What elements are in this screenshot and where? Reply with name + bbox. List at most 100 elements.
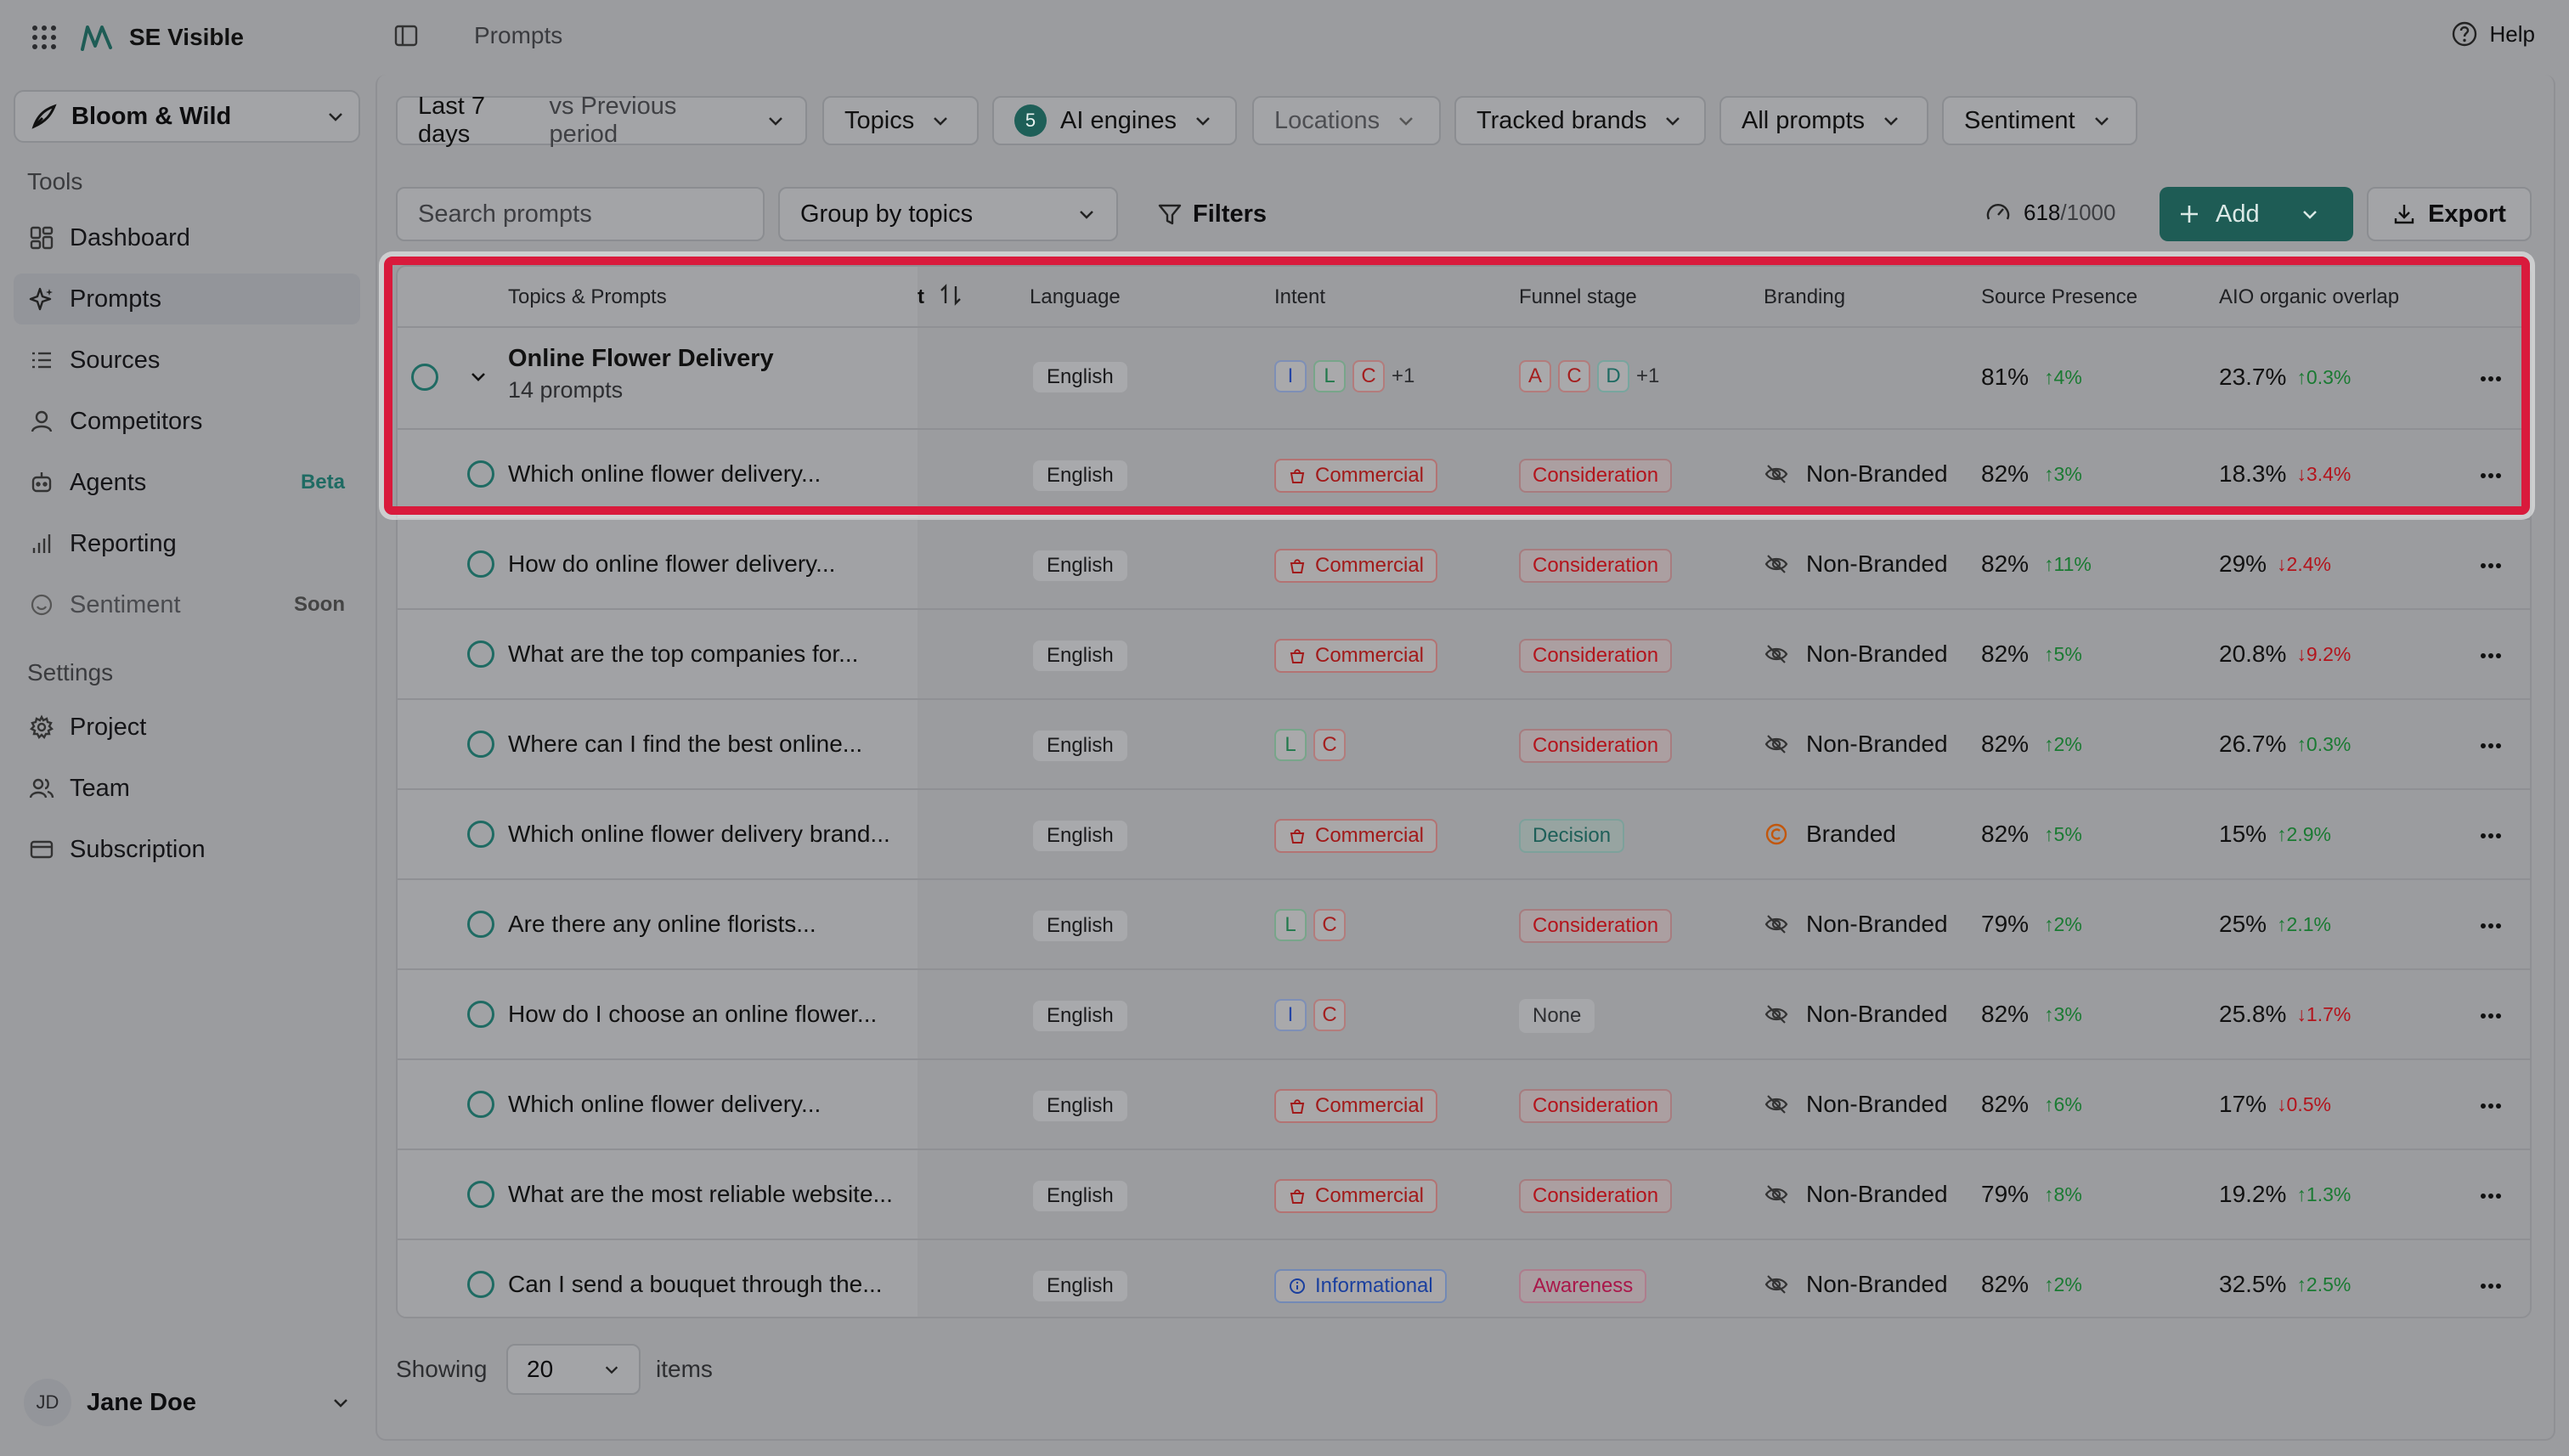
more-icon[interactable] [2474,1179,2508,1213]
export-button[interactable]: Export [2367,187,2532,241]
prompt-text[interactable]: How do online flower delivery... [508,550,836,577]
all-prompts-filter[interactable]: All prompts [1719,96,1928,145]
more-icon[interactable] [2474,819,2508,853]
chevron-down-icon[interactable] [2301,205,2319,223]
row-checkbox[interactable] [467,911,494,938]
prompt-text[interactable]: Which online flower delivery... [508,460,822,487]
row-checkbox[interactable] [467,1091,494,1118]
table-row[interactable]: What are the top companies for... Englis… [398,608,2530,698]
prompt-text[interactable]: What are the top companies for... [508,641,859,667]
source-delta-up: ↑5% [2044,822,2082,845]
download-icon [2392,202,2416,226]
more-icon[interactable] [2474,459,2508,493]
sidebar-item-project[interactable]: Project [14,702,360,753]
help-button[interactable]: Help [2451,20,2535,48]
prompt-text[interactable]: Which online flower delivery... [508,1091,822,1117]
prompt-text[interactable]: Where can I find the best online... [508,731,863,757]
chevron-down-icon [326,107,345,126]
source-delta: 2% [2053,732,2082,755]
more-icon[interactable] [2474,999,2508,1033]
sidebar-item-agents[interactable]: Agents Beta [14,457,360,508]
row-checkbox[interactable] [467,731,494,758]
sidebar-item-sources[interactable]: Sources [14,335,360,386]
filters-button[interactable]: Filters [1157,192,1267,236]
source-value: 79% [1981,911,2030,937]
more-icon[interactable] [2474,729,2508,763]
source-delta: 4% [2053,365,2082,388]
prompt-text[interactable]: Can I send a bouquet through the... [508,1271,883,1297]
project-selector[interactable]: Bloom & Wild [14,90,360,143]
quota-used: 618 [2024,199,2061,225]
group-checkbox[interactable] [411,364,438,391]
sidebar-item-competitors[interactable]: Competitors [14,396,360,447]
table-row[interactable]: Which online flower delivery brand... En… [398,788,2530,878]
header-source[interactable]: Source Presence [1981,285,2138,308]
add-button[interactable]: Add [2160,187,2353,241]
topics-filter[interactable]: Topics [822,96,979,145]
group-row[interactable]: Online Flower Delivery 14 prompts Englis… [398,326,2530,428]
header-topics[interactable]: Topics & Prompts [508,285,667,308]
sidebar-item-label: Subscription [70,835,206,863]
search-input[interactable] [418,200,742,229]
row-checkbox[interactable] [467,821,494,848]
table-row[interactable]: How do I choose an online flower... Engl… [398,968,2530,1058]
table-row[interactable]: What are the most reliable website... En… [398,1148,2530,1239]
sidebar-item-reporting[interactable]: Reporting [14,518,360,569]
locations-filter[interactable]: Locations [1252,96,1441,145]
source-presence: 82% ↑5% [1981,821,2082,848]
prompt-text[interactable]: Which online flower delivery brand... [508,821,890,847]
aio-delta: 2.5% [2306,1273,2352,1295]
table-row[interactable]: Can I send a bouquet through the... Engl… [398,1239,2530,1317]
sort-icon[interactable] [938,282,963,308]
more-icon[interactable] [2474,362,2508,396]
period-label: Last 7 days [418,93,485,148]
row-checkbox[interactable] [467,1001,494,1028]
sidebar-item-team[interactable]: Team [14,763,360,814]
table-row[interactable]: Where can I find the best online... Engl… [398,698,2530,788]
header-truncated[interactable]: t [918,285,924,308]
sidebar-item-dashboard[interactable]: Dashboard [14,212,360,263]
funnel-icon [1157,201,1183,227]
sentiment-filter[interactable]: Sentiment [1942,96,2137,145]
table-row[interactable]: How do online flower delivery... English… [398,518,2530,608]
page-size-select[interactable]: 20 [506,1344,641,1395]
app-grid-icon[interactable] [31,24,58,51]
period-filter[interactable]: Last 7 days vs Previous period [396,93,807,148]
more-icon[interactable] [2474,909,2508,943]
aio-value: 18.3% [2219,460,2287,487]
row-checkbox[interactable] [467,1181,494,1208]
row-checkbox[interactable] [467,1271,494,1298]
sidebar-item-subscription[interactable]: Subscription [14,824,360,875]
prompt-text[interactable]: How do I choose an online flower... [508,1001,878,1027]
header-aio[interactable]: AIO organic overlap [2219,285,2400,308]
header-branding[interactable]: Branding [1764,285,1846,308]
more-icon[interactable] [2474,1089,2508,1123]
header-funnel[interactable]: Funnel stage [1519,285,1637,308]
group-by-select[interactable]: Group by topics [778,187,1118,241]
sidebar-toggle-icon[interactable] [392,22,420,49]
prompt-text[interactable]: What are the most reliable website... [508,1181,893,1207]
row-checkbox[interactable] [467,460,494,488]
sidebar-item-prompts[interactable]: Prompts [14,274,360,324]
ai-engines-filter[interactable]: 5 AI engines [992,96,1237,145]
header-language[interactable]: Language [1030,285,1121,308]
row-checkbox[interactable] [467,550,494,578]
header-intent[interactable]: Intent [1274,285,1326,308]
more-icon[interactable] [2474,549,2508,583]
funnel-letter: C [1558,360,1590,392]
more-icon[interactable] [2474,1269,2508,1303]
table-row[interactable]: Which online flower delivery... English … [398,1058,2530,1148]
chevron-down-icon[interactable] [469,367,488,386]
tracked-brands-filter[interactable]: Tracked brands [1454,96,1706,145]
table-row[interactable]: Are there any online florists... English… [398,878,2530,968]
prompt-text[interactable]: Are there any online florists... [508,911,816,937]
row-checkbox[interactable] [467,641,494,668]
sidebar-item-sentiment[interactable]: Sentiment Soon [14,579,360,630]
source-value: 82% [1981,731,2030,757]
user-menu[interactable]: JD Jane Doe [24,1376,350,1429]
table-row[interactable]: Which online flower delivery... English … [398,428,2530,518]
search-box[interactable] [396,187,765,241]
more-icon[interactable] [2474,639,2508,673]
source-delta: 6% [2053,1092,2082,1115]
